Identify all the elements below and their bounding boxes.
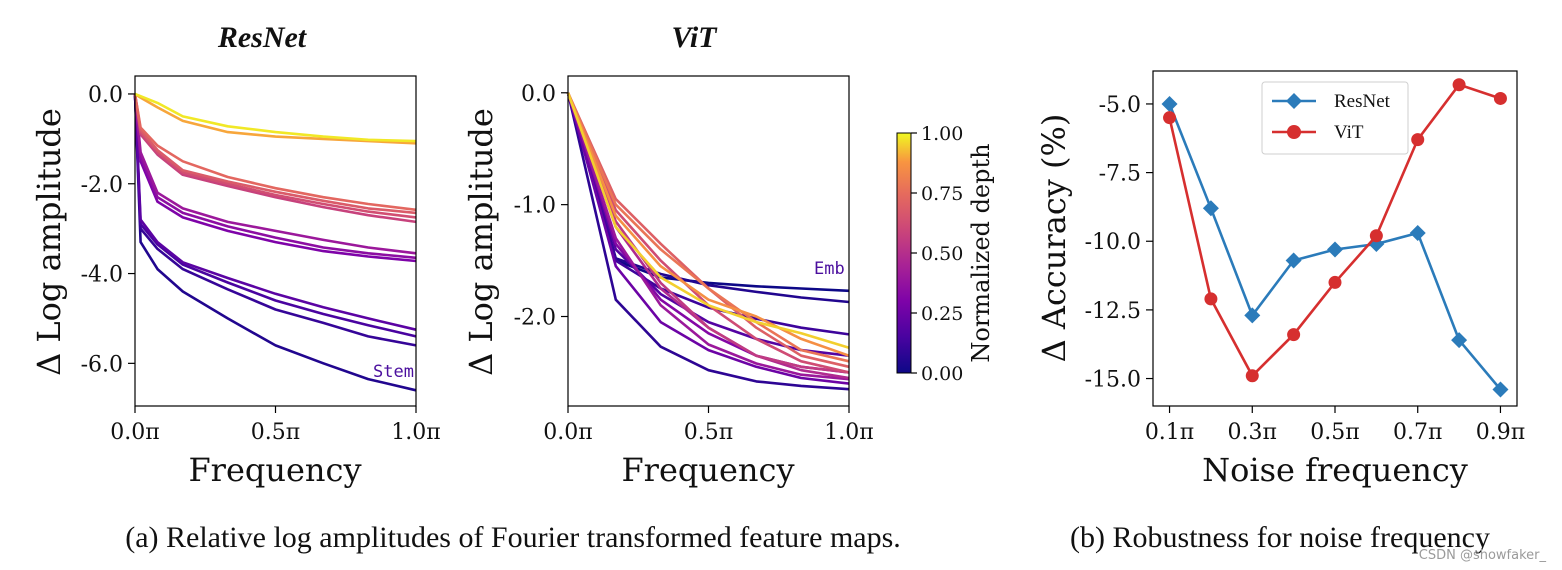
robustness-y-axis-title: Δ Accuracy (%) <box>1035 114 1073 363</box>
robustness-chart: 0.1π 0.3π 0.5π 0.7π 0.9π -5.0 -7.5 -10.0 -12.5 -1… <box>1035 70 1526 489</box>
resnet-y-tick-label: -4.0 <box>81 263 123 288</box>
resnet-series-line <box>133 93 417 260</box>
caption-b: (b) Robustness for noise frequency <box>1070 521 1490 554</box>
stem-annotation: Stem <box>373 362 414 382</box>
resnet-chart: ResNet 0.0π 0.5π 1.0π0.0-2.0-4.0-6.0 Stem … <box>30 21 441 489</box>
resnet-series-line <box>133 93 417 219</box>
legend-resnet-marker <box>1286 93 1302 109</box>
vit-title: ViT <box>671 21 718 54</box>
resnet-series-line <box>133 93 417 212</box>
resnet-series-line <box>133 93 417 215</box>
vit-series-line <box>566 92 850 336</box>
resnet-data-point <box>1327 241 1343 258</box>
resnet-series-line <box>133 93 417 331</box>
resnet-data-point <box>1451 332 1468 349</box>
caption-a: (a) Relative log amplitudes of Fourier t… <box>125 521 901 554</box>
robustness-y-tick-label: -15.0 <box>1085 368 1141 393</box>
robustness-x-tick-label: 0.7π <box>1393 420 1442 445</box>
vit-data-point <box>1245 369 1259 383</box>
watermark: CSDN @showfaker_ <box>1419 548 1547 563</box>
vit-y-tick-label: -1.0 <box>514 194 556 219</box>
vit-ticks: 0.0π 0.5π 1.0π 0.0 -1.0 -2.0 <box>514 82 874 445</box>
robustness-series-group <box>1161 78 1509 398</box>
colorbar-tick-label: 0.25 <box>921 303 963 325</box>
resnet-series-line <box>133 93 417 255</box>
resnet-ticks: 0.0π 0.5π 1.0π 0.0 -2.0 -4.0 -6.0 <box>81 83 441 445</box>
vit-series-line <box>566 92 850 374</box>
vit-x-tick-label: 1.0π <box>824 420 873 445</box>
vit-y-tick-label: 0.0 <box>521 82 556 107</box>
resnet-y-tick-label: -2.0 <box>81 173 123 198</box>
vit-data-point <box>1452 78 1466 92</box>
vit-series-line <box>566 92 850 381</box>
vit-data-point <box>1328 275 1342 289</box>
resnet-x-tick-label: 0.0π <box>110 420 159 445</box>
resnet-x-axis-title: Frequency <box>188 451 361 489</box>
emb-annotation: Emb <box>814 259 845 279</box>
robustness-x-tick-label: 0.3π <box>1228 420 1277 445</box>
resnet-data-point <box>1202 200 1219 217</box>
robustness-x-tick-label: 0.5π <box>1310 420 1359 445</box>
robustness-x-tick-label: 0.1π <box>1145 420 1194 445</box>
colorbar-title: Normalized depth <box>967 143 995 362</box>
vit-series-line <box>566 92 850 391</box>
vit-series-line <box>566 92 850 350</box>
vit-x-tick-label: 0.5π <box>684 420 733 445</box>
resnet-series-line <box>134 92 417 145</box>
legend-resnet-label: ResNet <box>1334 91 1391 112</box>
resnet-x-tick-label: 1.0π <box>391 420 440 445</box>
colorbar-gradient <box>896 132 912 374</box>
resnet-series-group <box>133 92 417 392</box>
vit-data-point <box>1369 229 1383 243</box>
resnet-y-tick-label: 0.0 <box>88 83 123 108</box>
vit-series-line <box>566 92 850 363</box>
vit-x-tick-label: 0.0π <box>543 420 592 445</box>
resnet-data-point <box>1409 225 1426 242</box>
resnet-data-point <box>1285 252 1302 269</box>
colorbar-tick-label: 0.00 <box>921 363 963 385</box>
robustness-y-tick-label: -5.0 <box>1099 93 1141 118</box>
legend-vit-marker <box>1287 125 1301 139</box>
vit-y-axis-title: Δ Log amplitude <box>462 108 500 376</box>
vit-data-point <box>1204 292 1218 306</box>
vit-data-point <box>1163 111 1177 125</box>
robustness-ticks: 0.1π 0.3π 0.5π 0.7π 0.9π -5.0 -7.5 -10.0 -12.5 -1… <box>1085 93 1526 445</box>
resnet-series-line <box>133 93 417 224</box>
robustness-x-axis-title: Noise frequency <box>1202 451 1468 489</box>
colorbar: 1.00 0.75 0.50 0.25 0.00 Normalized depth <box>896 123 995 385</box>
vit-data-point <box>1493 91 1507 105</box>
robustness-y-tick-label: -10.0 <box>1085 230 1141 255</box>
robustness-y-tick-label: -12.5 <box>1085 299 1141 324</box>
resnet-y-tick-label: -6.0 <box>81 352 123 377</box>
resnet-series-line <box>133 93 417 347</box>
vit-data-point <box>1287 328 1301 342</box>
colorbar-tick-label: 0.50 <box>921 243 963 265</box>
vit-series-line <box>566 92 850 357</box>
robustness-y-tick-label: -7.5 <box>1099 162 1141 187</box>
colorbar-tick-label: 0.75 <box>921 183 963 205</box>
resnet-data-point <box>1492 381 1509 398</box>
vit-chart: ViT 0.0π 0.5π 1.0π 0.0 -1.0 -2.0 Emb Frequenc… <box>462 21 874 489</box>
robustness-legend: ResNet ViT <box>1261 81 1409 155</box>
resnet-series-line <box>133 93 417 263</box>
resnet-x-tick-label: 0.5π <box>251 420 300 445</box>
robustness-x-tick-label: 0.9π <box>1476 420 1525 445</box>
vit-x-axis-title: Frequency <box>621 451 794 489</box>
resnet-data-point <box>1161 95 1178 112</box>
vit-data-point <box>1411 133 1425 147</box>
colorbar-ticks: 1.00 0.75 0.50 0.25 0.00 <box>911 123 963 385</box>
resnet-data-point <box>1244 307 1261 324</box>
resnet-title: ResNet <box>217 21 308 54</box>
vit-series-line <box>566 92 850 385</box>
vit-series-group <box>566 92 850 391</box>
resnet-y-axis-title: Δ Log amplitude <box>30 108 68 376</box>
colorbar-tick-label: 1.00 <box>921 123 963 145</box>
vit-y-tick-label: -2.0 <box>514 306 556 331</box>
resnet-series-line <box>133 93 417 338</box>
legend-vit-label: ViT <box>1334 122 1364 143</box>
resnet-series-line <box>133 93 417 392</box>
resnet-series-line <box>134 92 417 143</box>
